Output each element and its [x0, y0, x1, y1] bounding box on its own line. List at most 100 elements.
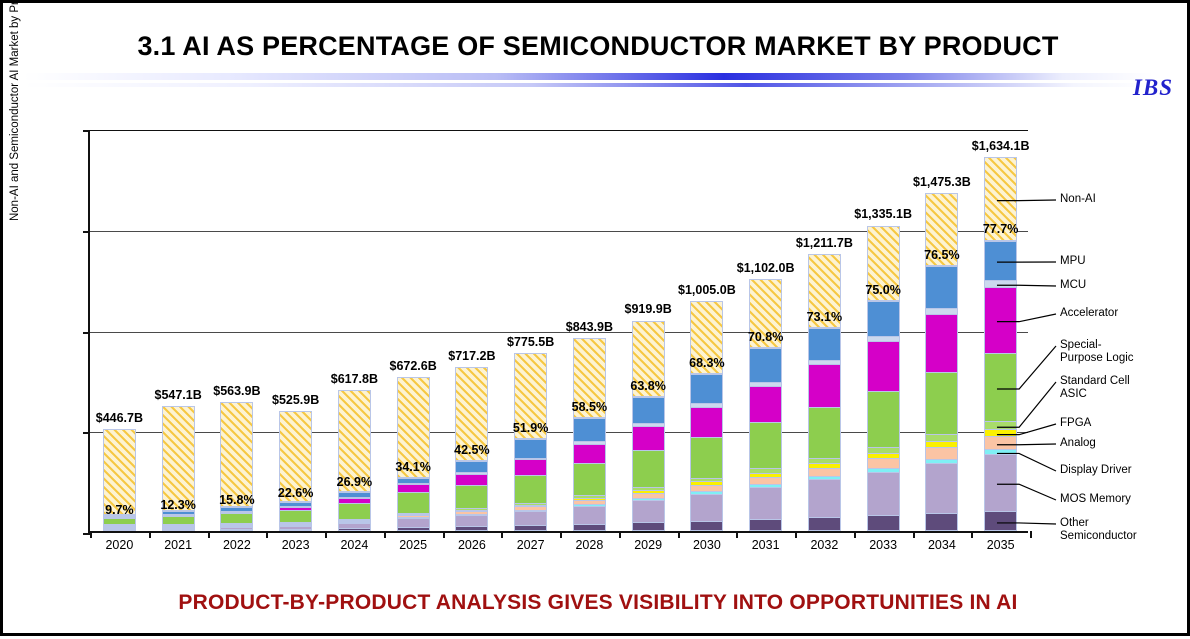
bar-2027[interactable]: $775.5B 51.9% 2027	[507, 335, 554, 552]
segment-mos-memory	[396, 518, 430, 527]
bar-2033[interactable]: $1,335.1B 75.0% 2033	[854, 207, 912, 552]
x-tick-label: 2035	[986, 538, 1015, 552]
segment-accelerator	[925, 314, 959, 372]
x-tick-mark	[325, 531, 327, 538]
legend-item-mos-memory[interactable]: MOS Memory	[1060, 493, 1180, 506]
bar-2034[interactable]: $1,475.3B 76.5% 2034	[913, 175, 971, 552]
segment-other-semiconductor	[690, 520, 724, 531]
segment-special-purpose-logic	[925, 434, 959, 442]
legend-item-mpu[interactable]: MPU	[1060, 255, 1180, 268]
segment-special-purpose-logic	[337, 519, 371, 521]
legend-item-standard-cell-asic[interactable]: Standard Cell ASIC	[1060, 375, 1180, 401]
bar-series-container: $446.7B 9.7% 2020 $547.1B 12.3% 2021 $563.9B 15…	[90, 130, 1032, 552]
segment-display-driver	[925, 458, 959, 463]
segment-special-purpose-logic	[161, 523, 195, 525]
segment-other-semiconductor	[984, 510, 1018, 531]
legend-item-accelerator[interactable]: Accelerator	[1060, 307, 1180, 320]
bar-2022[interactable]: $563.9B 15.8% 2022	[213, 384, 260, 552]
x-tick-label: 2023	[281, 538, 310, 552]
segment-special-purpose-logic	[279, 522, 313, 524]
bar-2024[interactable]: $617.8B 26.9% 2024	[331, 372, 378, 552]
bar-2025[interactable]: $672.6B 34.1% 2025	[389, 359, 436, 552]
segment-other-semiconductor	[102, 529, 136, 531]
segment-non-ai	[690, 300, 724, 374]
segment-standard-cell-asic	[455, 484, 489, 509]
page-title: 3.1 AI AS PERCENTAGE OF SEMICONDUCTOR MA…	[137, 31, 1059, 61]
legend-item-display-driver[interactable]: Display Driver	[1060, 464, 1180, 477]
segment-mcu	[749, 382, 783, 387]
x-tick-label: 2027	[516, 538, 545, 552]
segment-special-purpose-logic	[690, 477, 724, 482]
bar-2029[interactable]: $919.9B 63.8% 2029	[624, 302, 671, 552]
segment-accelerator	[749, 386, 783, 423]
x-tick-label: 2026	[457, 538, 486, 552]
bar-2032[interactable]: $1,211.7B 73.1% 2032	[796, 236, 853, 552]
legend-item-other-semiconductor[interactable]: Other Semiconductor	[1060, 517, 1180, 543]
legend-item-mcu[interactable]: MCU	[1060, 279, 1180, 292]
segment-non-ai	[161, 405, 195, 511]
segment-display-driver	[749, 484, 783, 488]
legend-item-analog[interactable]: Analog	[1060, 437, 1180, 450]
segment-non-ai	[514, 353, 548, 439]
segment-analog	[455, 511, 489, 514]
x-tick-label: 2030	[692, 538, 721, 552]
segment-non-ai	[866, 225, 900, 301]
segment-other-semiconductor	[220, 529, 254, 531]
bar-2028[interactable]: $843.9B 58.5% 2028	[566, 320, 613, 552]
segment-standard-cell-asic	[279, 509, 313, 523]
segment-mcu	[572, 441, 606, 444]
legend-item-label: Analog	[1060, 437, 1096, 449]
segment-special-purpose-logic	[572, 495, 606, 498]
segment-fpga	[631, 490, 665, 494]
legend-item-non-ai[interactable]: Non-AI	[1060, 193, 1180, 206]
bar-2021[interactable]: $547.1B 12.3% 2021	[154, 388, 201, 552]
segment-fpga	[161, 524, 195, 526]
bar-total-label: $775.5B	[506, 335, 555, 350]
segment-mos-memory	[102, 528, 136, 529]
bar-2020[interactable]: $446.7B 9.7% 2020	[96, 411, 143, 552]
segment-mcu	[396, 483, 430, 485]
segment-non-ai	[337, 389, 371, 493]
segment-standard-cell-asic	[161, 515, 195, 524]
bar-2030[interactable]: $1,005.0B 68.3% 2030	[678, 283, 736, 552]
bar-total-label: $1,211.7B	[795, 235, 853, 250]
segment-accelerator	[572, 443, 606, 464]
segment-mos-memory	[455, 514, 489, 526]
segment-other-semiconductor	[925, 513, 959, 531]
bar-total-label: $525.9B	[271, 392, 320, 407]
legend-item-special-purpose-logic[interactable]: Special- Purpose Logic	[1060, 339, 1180, 365]
bar-2026[interactable]: $717.2B 42.5% 2026	[448, 349, 495, 552]
segment-other-semiconductor	[866, 515, 900, 531]
ai-percent-label: 70.8%	[747, 329, 784, 344]
bar-2035[interactable]: $1,634.1B 77.7% 2035	[972, 139, 1030, 552]
ai-percent-label: 51.9%	[512, 420, 549, 435]
x-tick-mark	[1030, 531, 1032, 538]
segment-mcu	[220, 510, 254, 512]
ai-percent-label: 75.0%	[865, 282, 901, 297]
segment-accelerator	[631, 425, 665, 451]
segment-mcu	[102, 516, 136, 518]
segment-accelerator	[337, 497, 371, 503]
bar-total-label: $1,335.1B	[854, 207, 912, 222]
ai-percent-label: 34.1%	[395, 460, 431, 475]
segment-mpu	[807, 328, 841, 360]
bar-2031[interactable]: $1,102.0B 70.8% 2031	[737, 261, 795, 552]
legend-item-fpga[interactable]: FPGA	[1060, 417, 1180, 430]
segment-mos-memory	[690, 493, 724, 521]
segment-fpga	[514, 504, 548, 507]
legend-item-label: Purpose Logic	[1060, 352, 1134, 364]
segment-analog	[866, 458, 900, 469]
segment-special-purpose-logic	[220, 523, 254, 525]
segment-fpga	[572, 497, 606, 501]
segment-standard-cell-asic	[337, 502, 371, 520]
bar-2023[interactable]: $525.9B 22.6% 2023	[272, 393, 319, 552]
segment-accelerator	[514, 459, 548, 475]
segment-mpu	[161, 510, 195, 514]
x-tick-label: 2025	[399, 538, 428, 552]
segment-display-driver	[102, 527, 136, 528]
x-tick-mark	[677, 531, 680, 538]
segment-fpga	[279, 523, 313, 525]
segment-display-driver	[220, 526, 254, 528]
x-tick-mark	[383, 531, 386, 538]
segment-analog	[925, 447, 959, 459]
